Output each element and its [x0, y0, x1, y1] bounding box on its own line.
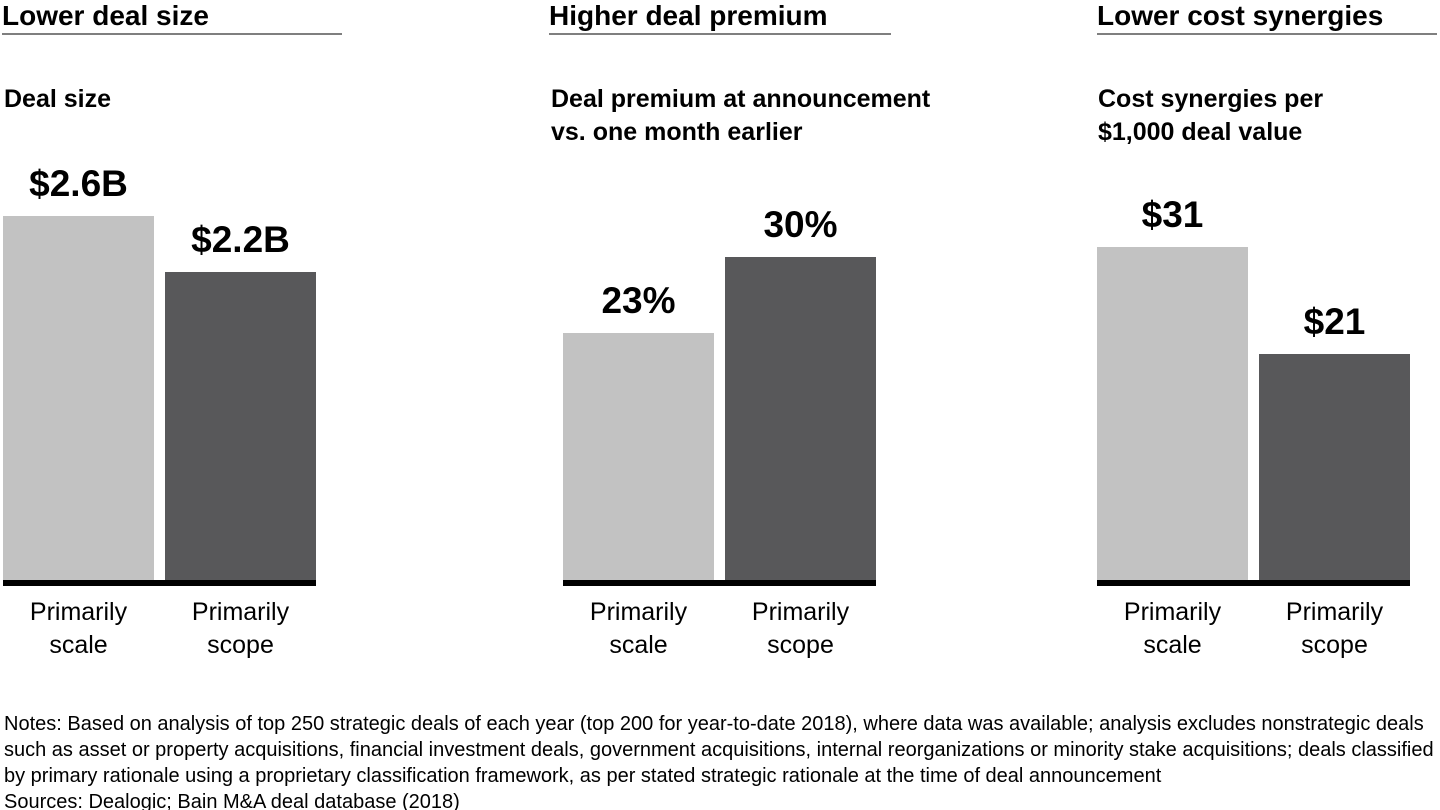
bar-value-label-primarily-scale: $2.6B [29, 163, 128, 204]
panel-1-subtitle: Deal size [4, 85, 112, 113]
bar-value-label-primarily-scope: $21 [1303, 301, 1366, 342]
bar-value-label-primarily-scope: $2.2B [191, 219, 290, 260]
bar-primarily-scope [1259, 354, 1410, 580]
x-axis-baseline [3, 580, 316, 586]
panel-2-chart: 23% Primarily scale 30% Primarily scope [563, 0, 876, 659]
panel-1-title: Lower deal size [2, 2, 342, 35]
bar-category-label-primarily-scope: Primarily scope [191, 598, 290, 659]
panel-1-chart: $2.6B Primarily scale $2.2B Primarily scope [3, 0, 316, 659]
bar-primarily-scale [563, 333, 714, 580]
bar-value-label-primarily-scope: 30% [763, 204, 838, 245]
notes-line-3: by primary rationale using a proprietary… [4, 765, 1162, 787]
x-axis-baseline [1097, 580, 1410, 586]
notes-line-2: such as asset or property acquisitions, … [4, 739, 1434, 761]
bar-category-label-primarily-scale: Primarily scale [29, 598, 128, 659]
bar-primarily-scope [725, 257, 876, 580]
bar-category-label-primarily-scope: Primarily scope [751, 598, 850, 659]
bar-category-label-primarily-scope: Primarily scope [1285, 598, 1384, 659]
bar-primarily-scale [1097, 247, 1248, 580]
bar-primarily-scope [165, 272, 316, 580]
panel-3-title: Lower cost synergies [1097, 2, 1437, 35]
bar-value-label-primarily-scale: $31 [1141, 194, 1204, 235]
sources-line: Sources: Dealogic; Bain M&A deal databas… [4, 791, 460, 810]
notes-line-1: Notes: Based on analysis of top 250 stra… [4, 713, 1424, 735]
x-axis-baseline [563, 580, 876, 586]
bar-category-label-primarily-scale: Primarily scale [589, 598, 688, 659]
bar-primarily-scale [3, 216, 154, 580]
panel-3-subtitle: Cost synergies per $1,000 deal value [1098, 85, 1324, 146]
panel-3-chart: $31 Primarily scale $21 Primarily scope [1097, 0, 1410, 659]
panel-2-title: Higher deal premium [549, 2, 891, 35]
bar-value-label-primarily-scale: 23% [601, 280, 676, 321]
panel-2-subtitle: Deal premium at announcement vs. one mon… [551, 85, 931, 146]
bar-category-label-primarily-scale: Primarily scale [1123, 598, 1222, 659]
notes-block: Notes: Based on analysis of top 250 stra… [4, 711, 1438, 810]
